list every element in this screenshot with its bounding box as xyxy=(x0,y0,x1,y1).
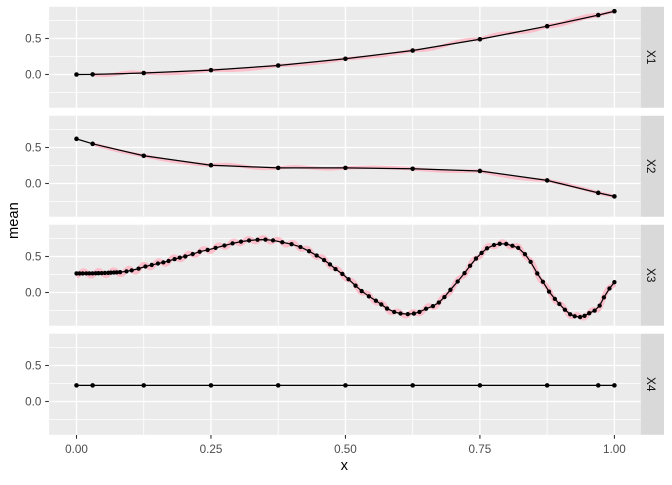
svg-text:0.50: 0.50 xyxy=(334,443,357,456)
svg-text:0.5: 0.5 xyxy=(25,33,42,46)
svg-text:X1: X1 xyxy=(644,50,658,64)
svg-text:X4: X4 xyxy=(644,377,658,392)
svg-text:0.00: 0.00 xyxy=(65,443,88,456)
svg-text:X3: X3 xyxy=(644,268,658,283)
svg-text:0.25: 0.25 xyxy=(200,443,223,456)
svg-text:0.0: 0.0 xyxy=(25,396,42,409)
svg-text:0.5: 0.5 xyxy=(25,142,42,155)
svg-text:0.0: 0.0 xyxy=(25,69,42,82)
svg-text:X2: X2 xyxy=(644,159,658,173)
svg-text:0.5: 0.5 xyxy=(25,360,42,373)
svg-text:1.00: 1.00 xyxy=(603,443,626,456)
svg-text:0.0: 0.0 xyxy=(25,178,42,191)
svg-text:0.5: 0.5 xyxy=(25,251,42,264)
svg-text:0.75: 0.75 xyxy=(469,443,492,456)
svg-text:0.0: 0.0 xyxy=(25,287,42,300)
svg-text:mean: mean xyxy=(6,202,22,239)
svg-text:x: x xyxy=(341,458,349,474)
